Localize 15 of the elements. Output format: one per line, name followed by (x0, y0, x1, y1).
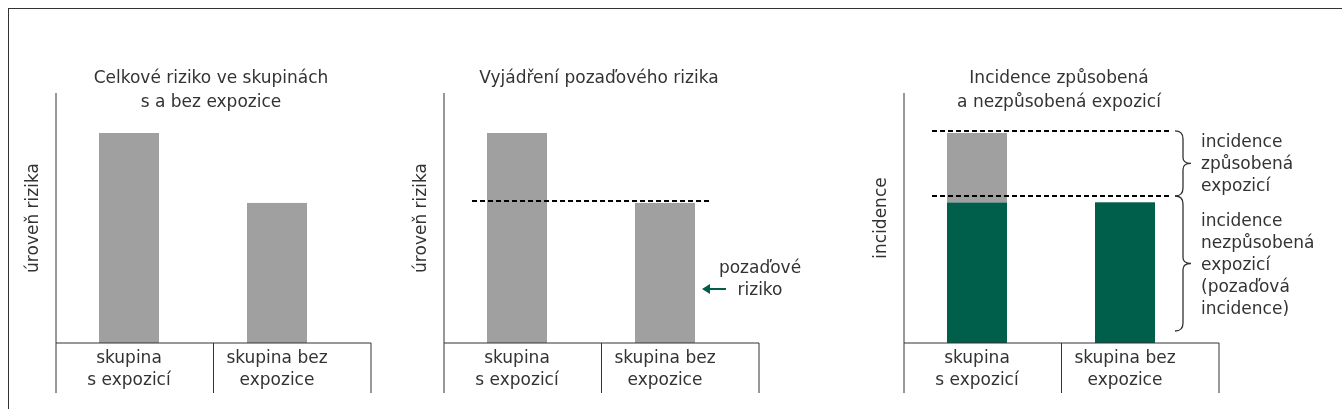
x-tick-label: skupina bez expozice (226, 347, 328, 389)
chart-title: Incidence způsobená a nezpůsobená expozicí (957, 67, 1163, 111)
chart-title: Celkové riziko ve skupinách s a bez expozice (93, 67, 329, 111)
chart-title: Vyjádření pozaďového rizika (479, 67, 719, 87)
text: incidence způsobená expozicí (1201, 131, 1294, 196)
x-tick-label: skupina bez expozice (1074, 347, 1176, 389)
y-axis-title: úroveň rizika (22, 163, 42, 273)
annotation: pozaďové riziko (718, 257, 802, 299)
y-axis-title: úroveň rizika (410, 163, 430, 273)
x-tick-label: skupina s expozicí (935, 347, 1020, 389)
x-tick-label: skupina s expozicí (87, 347, 172, 389)
x-tick-label: skupina bez expozice (614, 347, 716, 389)
text: incidence nezpůsobená expozicí (pozaďová incidence) (1201, 209, 1315, 318)
y-axis-title: incidence (870, 177, 890, 259)
x-tick-label: skupina s expozicí (475, 347, 560, 389)
